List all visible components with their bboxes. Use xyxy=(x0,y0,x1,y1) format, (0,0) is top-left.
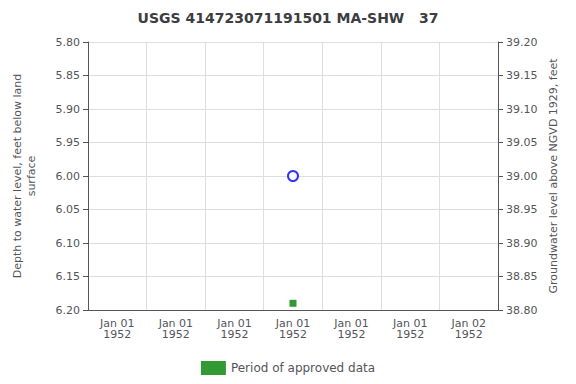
svg-text:Groundwater level above NGVD 1: Groundwater level above NGVD 1929, feet xyxy=(547,58,560,294)
svg-text:1952: 1952 xyxy=(220,328,248,341)
svg-text:39.20: 39.20 xyxy=(506,36,538,49)
svg-text:Depth to water level, feet bel: Depth to water level, feet below land xyxy=(11,74,24,279)
svg-text:5.90: 5.90 xyxy=(56,103,81,116)
svg-text:5.95: 5.95 xyxy=(56,136,81,149)
svg-text:6.10: 6.10 xyxy=(56,237,81,250)
svg-text:Jan 01: Jan 01 xyxy=(275,317,311,330)
svg-text:6.05: 6.05 xyxy=(56,203,81,216)
svg-text:Jan 01: Jan 01 xyxy=(100,317,135,330)
svg-text:6.20: 6.20 xyxy=(56,304,81,317)
svg-text:1952: 1952 xyxy=(279,328,307,341)
svg-text:38.95: 38.95 xyxy=(506,203,538,216)
svg-text:5.80: 5.80 xyxy=(56,36,81,49)
svg-text:6.00: 6.00 xyxy=(56,170,81,183)
svg-text:Period of approved data: Period of approved data xyxy=(231,361,375,375)
svg-text:1952: 1952 xyxy=(162,328,190,341)
svg-text:5.85: 5.85 xyxy=(56,69,81,82)
svg-text:39.10: 39.10 xyxy=(506,103,538,116)
svg-text:1952: 1952 xyxy=(103,328,131,341)
svg-text:Jan 01: Jan 01 xyxy=(158,317,194,330)
svg-text:surface: surface xyxy=(25,155,38,196)
svg-text:38.90: 38.90 xyxy=(506,237,538,250)
svg-text:Jan 01: Jan 01 xyxy=(217,317,252,330)
svg-text:39.05: 39.05 xyxy=(506,136,538,149)
svg-text:Jan 02: Jan 02 xyxy=(451,317,486,330)
svg-text:1952: 1952 xyxy=(338,328,366,341)
svg-text:38.80: 38.80 xyxy=(506,304,538,317)
svg-text:38.85: 38.85 xyxy=(506,270,538,283)
svg-text:USGS 414723071191501 MA-SHW: USGS 414723071191501 MA-SHW 37 xyxy=(138,10,439,26)
svg-text:1952: 1952 xyxy=(455,328,483,341)
svg-text:39.00: 39.00 xyxy=(506,170,538,183)
svg-text:39.15: 39.15 xyxy=(506,69,538,82)
svg-text:Jan 01: Jan 01 xyxy=(334,317,369,330)
svg-text:Jan 01: Jan 01 xyxy=(392,317,428,330)
svg-text:1952: 1952 xyxy=(396,328,424,341)
svg-text:6.15: 6.15 xyxy=(56,270,81,283)
